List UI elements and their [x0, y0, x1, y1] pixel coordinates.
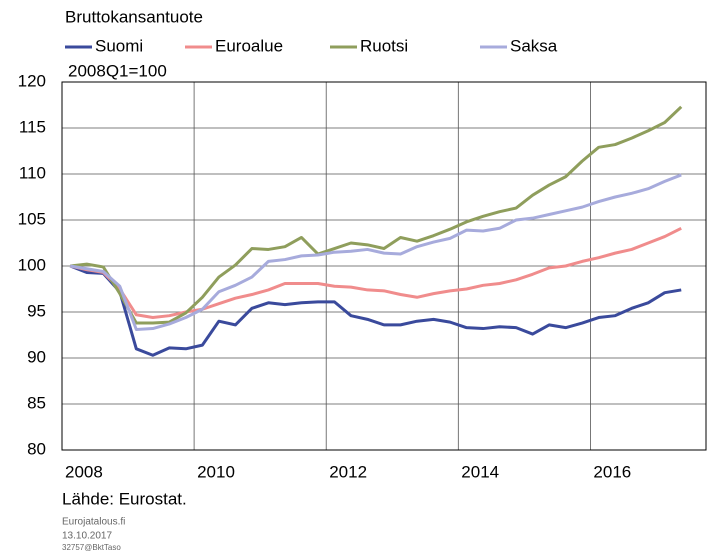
y-tick-label: 95 [27, 301, 46, 320]
legend-label: Saksa [510, 36, 558, 55]
y-tick-label: 105 [18, 209, 46, 228]
footer: Eurojatalous.fi [62, 517, 125, 528]
x-tick-label: 2012 [329, 462, 367, 481]
note: 2008Q1=100 [68, 61, 167, 80]
x-tick-label: 2014 [461, 462, 499, 481]
y-tick-label: 80 [27, 439, 46, 458]
y-tick-label: 120 [18, 71, 46, 90]
x-tick-label: 2016 [593, 462, 631, 481]
y-tick-label: 85 [27, 393, 46, 412]
series-line [69, 226, 682, 320]
series-line [70, 105, 683, 325]
source: Lähde: Eurostat. [62, 489, 187, 508]
y-tick-label: 100 [18, 255, 46, 274]
y-tick-label: 90 [27, 347, 46, 366]
x-tick-label: 2008 [65, 462, 103, 481]
series-line [70, 173, 682, 331]
series-line [69, 264, 682, 357]
subtitle: Bruttokansantuote [65, 7, 203, 26]
footer: 32757@BktTaso [62, 543, 121, 552]
footer: 13.10.2017 [62, 531, 112, 542]
plot-frame [61, 81, 707, 451]
y-tick-label: 115 [19, 117, 46, 136]
legend-label: Suomi [95, 36, 143, 55]
legend-label: Ruotsi [360, 36, 408, 55]
x-tick-label: 2010 [197, 462, 235, 481]
legend-label: Euroalue [215, 36, 283, 55]
y-tick-label: 110 [19, 163, 46, 182]
